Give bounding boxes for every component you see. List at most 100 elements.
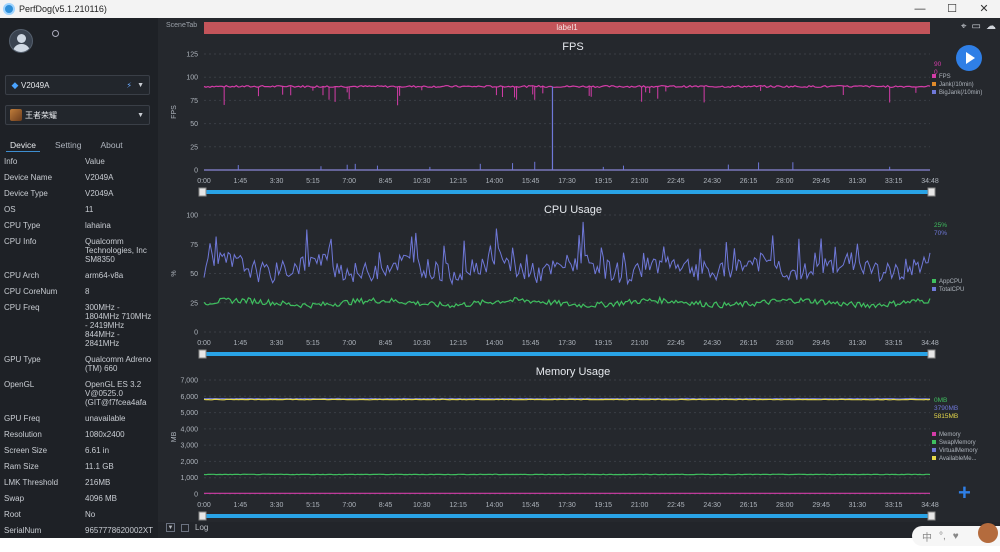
x-tick-label: 10:30 xyxy=(413,340,431,347)
series-line xyxy=(203,295,931,309)
x-tick-label: 19:15 xyxy=(595,340,613,347)
x-tick-label: 33:15 xyxy=(885,340,903,347)
close-button[interactable]: ✕ xyxy=(979,3,989,15)
device-selector-value: V2049A xyxy=(21,80,50,90)
x-tick-label: 29:45 xyxy=(812,178,830,185)
info-value: 300MHz - 1804MHz 710MHz - 2419MHz 844MHz… xyxy=(85,303,152,348)
legend-label: AppCPU xyxy=(939,279,962,285)
device-selector[interactable]: ◆ V2049A ⚡ ▼ xyxy=(5,75,150,95)
info-row: CPU Type lahaina xyxy=(4,221,156,230)
app-selector[interactable]: 王者荣耀 ▼ xyxy=(5,105,150,125)
info-value: lahaina xyxy=(85,221,111,230)
taskbar-area xyxy=(0,538,1000,552)
info-row: CPU Info Qualcomm Technologies, Inc SM835… xyxy=(4,237,156,264)
wifi-icon: ⚡ xyxy=(126,80,132,90)
legend-label: BigJank(/10min) xyxy=(939,90,982,96)
info-value: 4096 MB xyxy=(85,494,118,503)
scene-tab[interactable]: SceneTab xyxy=(166,22,198,29)
minimize-button[interactable]: — xyxy=(914,3,926,15)
label-bar[interactable]: label1 xyxy=(204,22,930,34)
maximize-button[interactable]: ☐ xyxy=(947,3,957,15)
cloud-icon[interactable]: ☁ xyxy=(986,21,996,32)
tab-about[interactable]: About xyxy=(100,140,123,150)
ime-toolbar[interactable]: 中 °, ♥ xyxy=(912,523,1000,546)
info-key: CPU Arch xyxy=(4,271,40,280)
ime-punct-icon[interactable]: °, xyxy=(939,530,946,542)
timeline-scrollbar xyxy=(200,190,934,194)
info-row: Resolution 1080x2400 xyxy=(4,430,156,439)
timeline-handle-left xyxy=(198,511,207,521)
timeline-handle-right xyxy=(927,349,936,359)
info-col-key: Info xyxy=(4,157,18,166)
info-key: Device Type xyxy=(4,189,48,198)
x-tick-label: 3:30 xyxy=(270,502,284,509)
info-value: 11 xyxy=(85,205,94,214)
location-icon[interactable]: ⌖ xyxy=(960,21,967,32)
y-tick-label: 25 xyxy=(190,144,198,151)
x-tick-label: 17:30 xyxy=(558,502,576,509)
info-value: OpenGL ES 3.2 V@0525.0 (GIT@f7fcea4afa xyxy=(85,380,147,407)
x-tick-label: 17:30 xyxy=(558,178,576,185)
info-key: CPU Type xyxy=(4,221,41,230)
tab-device[interactable]: Device xyxy=(6,139,40,152)
diamond-icon: ◆ xyxy=(11,79,19,90)
power-icon[interactable] xyxy=(52,30,59,37)
ime-avatar-icon[interactable] xyxy=(978,523,998,543)
info-key: Screen Size xyxy=(4,446,48,455)
legend-label: Jank(/10min) xyxy=(939,82,974,88)
info-key: GPU Type xyxy=(4,355,41,364)
plus-icon[interactable]: + xyxy=(958,480,971,505)
info-table: Device Name V2049A Device Type V2049A OS 11 CP… xyxy=(4,173,156,542)
x-tick-label: 7:00 xyxy=(342,340,356,347)
log-checkbox[interactable] xyxy=(181,523,189,532)
chevron-down-icon[interactable]: ▼ xyxy=(166,523,175,532)
y-tick-label: 5,000 xyxy=(180,410,198,417)
y-tick-label: 100 xyxy=(186,213,198,220)
tab-setting[interactable]: Setting xyxy=(54,140,82,150)
info-row: GPU Type Qualcomm Adreno (TM) 660 xyxy=(4,355,156,373)
legend-swatch xyxy=(932,82,936,86)
info-key: OS xyxy=(4,205,16,214)
x-tick-label: 3:30 xyxy=(270,178,284,185)
main-panel: SceneTab label1 ⌖ ▭ ☁ FPS FPS 125 100 75 50 25… xyxy=(158,18,1000,538)
legend-swatch xyxy=(932,456,936,460)
window-controls: — ☐ ✕ xyxy=(904,0,1000,18)
avatar[interactable] xyxy=(9,29,33,53)
info-value: 6.61 in xyxy=(85,446,110,455)
app-logo-icon xyxy=(3,3,15,15)
series-line xyxy=(203,473,931,476)
bottom-bar xyxy=(158,522,1000,538)
ime-skin-icon[interactable]: ♥ xyxy=(952,530,959,542)
legend-label: AvailableMe... xyxy=(939,456,977,462)
timeline-handle-left xyxy=(198,187,207,197)
info-value: 216MB xyxy=(85,478,111,487)
x-tick-label: 28:00 xyxy=(776,178,794,185)
ime-chinese-icon[interactable]: 中 xyxy=(922,532,932,544)
info-value: Qualcomm Adreno (TM) 660 xyxy=(85,355,152,373)
legend-label: TotalCPU xyxy=(939,287,964,293)
x-tick-label: 5:15 xyxy=(306,502,320,509)
chart-title: Memory Usage xyxy=(536,366,611,378)
x-tick-label: 1:45 xyxy=(233,178,247,185)
info-value: 11.1 GB xyxy=(85,462,114,471)
play-button[interactable] xyxy=(956,45,982,71)
current-value: 90 xyxy=(934,61,942,68)
charts-canvas: FPS FPS 125 100 75 50 25 0 0:00 1:45 3:30 5:15 7:00 8… xyxy=(171,41,982,521)
y-tick-label: 7,000 xyxy=(180,378,198,385)
x-tick-label: 14:00 xyxy=(486,178,504,185)
title-bar: PerfDog(v5.1.210116) — ☐ ✕ xyxy=(0,0,1000,18)
y-axis-label: MB xyxy=(171,431,178,442)
x-tick-label: 12:15 xyxy=(449,178,467,185)
x-tick-label: 28:00 xyxy=(776,340,794,347)
x-tick-label: 3:30 xyxy=(270,340,284,347)
info-key: Ram Size xyxy=(4,462,39,471)
series-line xyxy=(203,398,931,401)
y-axis-label: % xyxy=(171,270,178,276)
x-tick-label: 10:30 xyxy=(413,178,431,185)
info-key: CPU Info xyxy=(4,237,37,246)
y-tick-label: 6,000 xyxy=(180,394,198,401)
log-area: ▼ Log xyxy=(166,523,208,532)
folder-icon[interactable]: ▭ xyxy=(971,21,981,32)
x-tick-label: 15:45 xyxy=(522,178,540,185)
x-tick-label: 8:45 xyxy=(379,502,393,509)
